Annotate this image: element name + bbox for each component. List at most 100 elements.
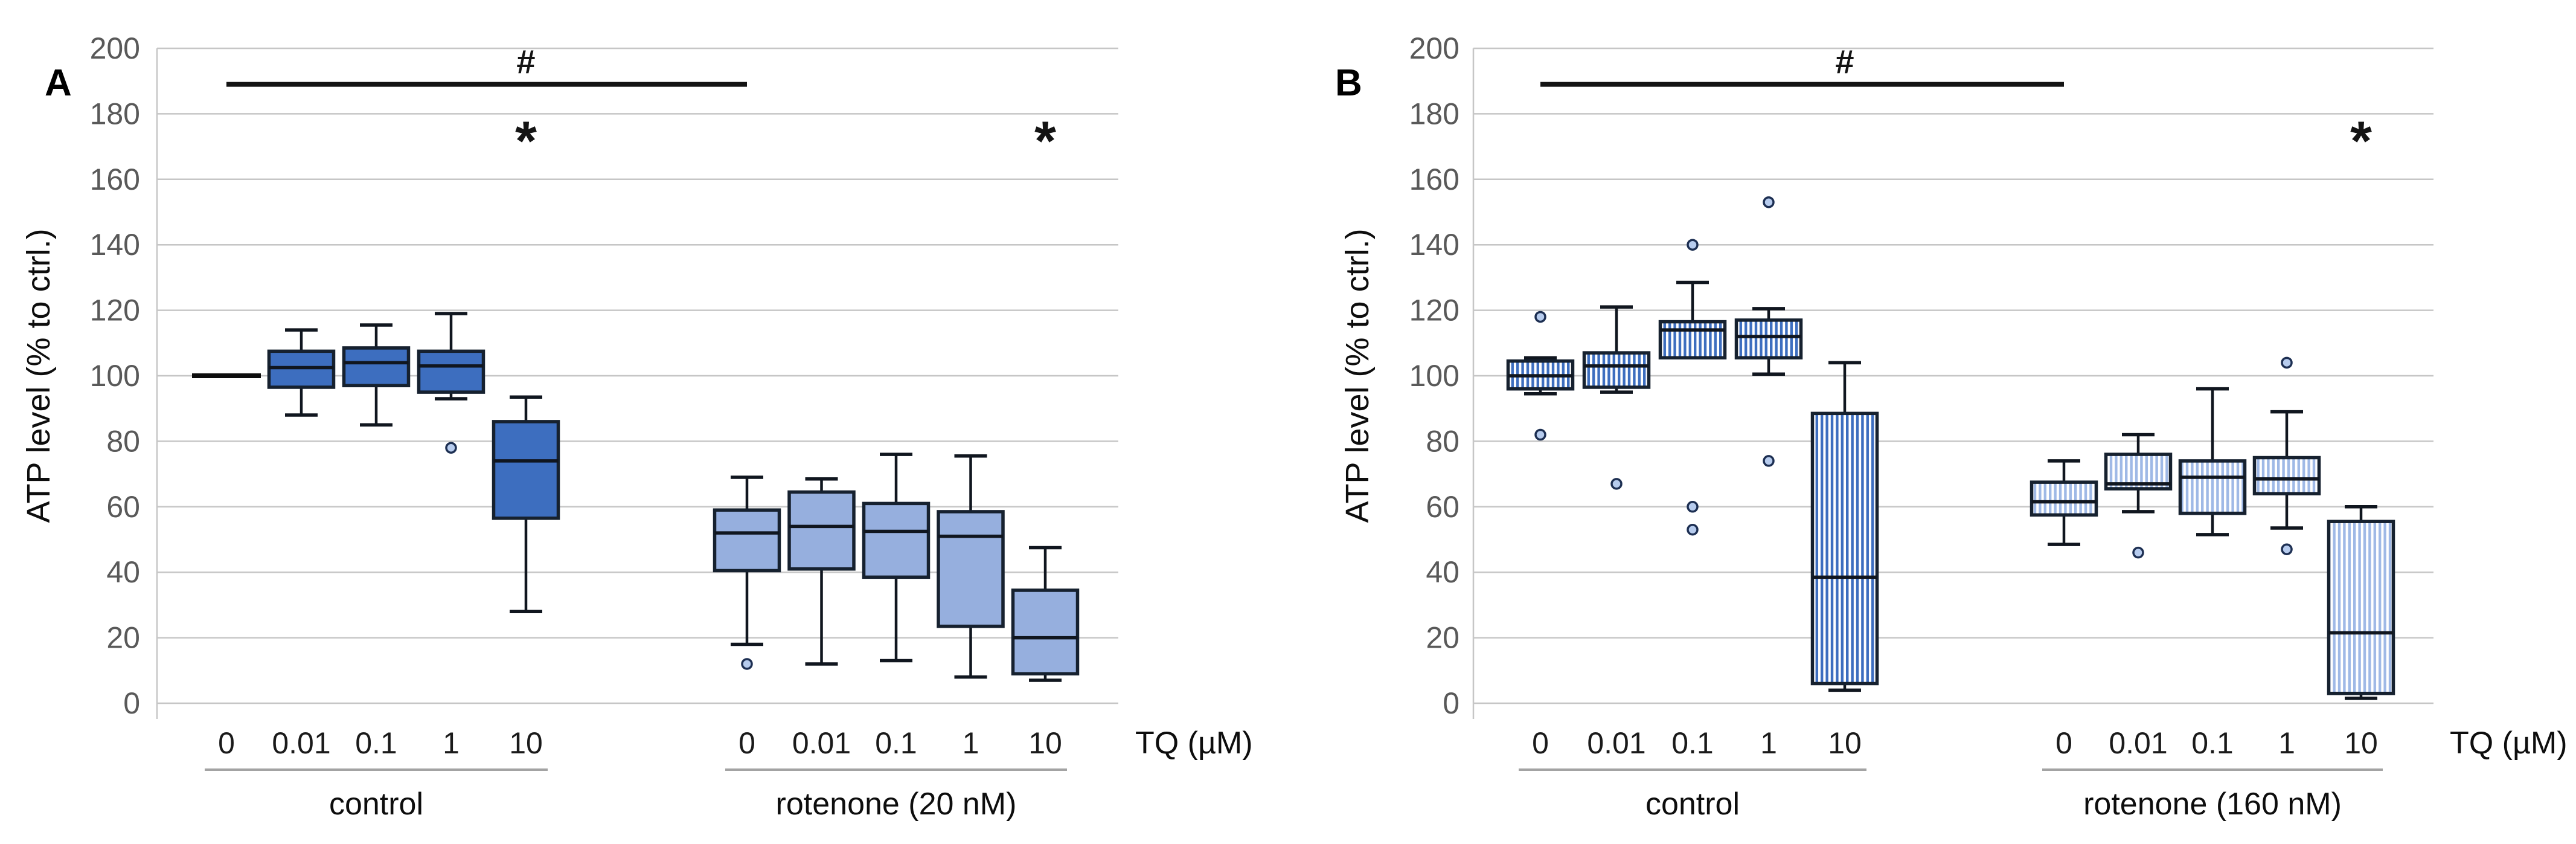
iqr-box — [1658, 320, 1727, 359]
outlier-point — [1610, 478, 1623, 490]
iqr-box — [1582, 351, 1651, 389]
box-B-rotenone (160 nM)-0 — [2030, 459, 2098, 546]
x-tick-label: 10 — [2344, 726, 2378, 760]
x-tick-label: 10 — [1828, 726, 1862, 760]
x-tick-label: 0.01 — [2109, 726, 2167, 760]
y-axis-title: ATP level (% to ctrl.) — [21, 228, 57, 523]
box-A-rotenone (20 nM)-10 — [1011, 546, 1080, 682]
y-tick-label: 0 — [1443, 686, 1459, 720]
box-A-rotenone (20 nM)-0.1 — [862, 453, 931, 663]
y-tick-label: 20 — [106, 621, 140, 655]
outlier-point — [1534, 311, 1546, 323]
x-tick-label: 0 — [739, 726, 755, 760]
iqr-box — [2030, 480, 2098, 517]
x-unit-label: TQ (µM) — [2450, 726, 2568, 761]
outlier-point — [741, 658, 753, 670]
y-tick-label: 80 — [106, 424, 140, 458]
outlier-point — [1687, 523, 1699, 536]
iqr-box — [2252, 456, 2321, 495]
box-B-control-10 — [1810, 361, 1879, 692]
y-tick-label: 140 — [90, 228, 140, 262]
group-label: rotenone (20 nM) — [776, 787, 1017, 822]
box-B-rotenone (160 nM)-0.1 — [2178, 387, 2247, 536]
x-tick-label: 0.1 — [875, 726, 917, 760]
box-A-control-10 — [492, 395, 560, 613]
box-B-control-0.1 — [1658, 239, 1727, 536]
panel-letter: B — [1335, 62, 1362, 104]
y-tick-label: 180 — [90, 97, 140, 130]
iqr-box — [417, 349, 485, 394]
outlier-point — [2132, 546, 2144, 559]
outlier-point — [2281, 543, 2293, 556]
box-B-control-0.01 — [1582, 305, 1651, 490]
x-tick-label: 0.01 — [1587, 726, 1645, 760]
box-B-rotenone (160 nM)-0.01 — [2104, 433, 2173, 559]
y-tick-label: 100 — [90, 359, 140, 393]
outlier-point — [1687, 239, 1699, 251]
x-tick-label: 1 — [1760, 726, 1777, 760]
y-axis-title: ATP level (% to ctrl.) — [1339, 228, 1376, 523]
star-annotation: * — [515, 111, 537, 172]
group-label: control — [1645, 787, 1740, 822]
y-tick-label: 200 — [90, 31, 140, 65]
box-B-rotenone (160 nM)-1 — [2252, 356, 2321, 556]
box-A-rotenone (20 nM)-0.01 — [787, 477, 856, 666]
box-B-control-1 — [1734, 196, 1803, 467]
x-tick-label: 0.1 — [355, 726, 397, 760]
x-tick-label: 0.1 — [2191, 726, 2234, 760]
outlier-point — [2281, 356, 2293, 369]
x-tick-label: 1 — [2278, 726, 2295, 760]
star-annotation: * — [2350, 111, 2372, 172]
hash-annotation: # — [516, 43, 535, 81]
iqr-box — [2178, 459, 2247, 515]
box-A-control-1 — [417, 312, 485, 454]
y-tick-label: 0 — [123, 686, 140, 720]
x-unit-label: TQ (µM) — [1135, 726, 1253, 761]
y-tick-label: 140 — [1409, 228, 1459, 262]
y-tick-label: 200 — [1409, 31, 1459, 65]
x-tick-label: 0.01 — [792, 726, 851, 760]
y-tick-label: 20 — [1426, 621, 1459, 655]
box-A-control-0.1 — [342, 323, 411, 427]
outlier-point — [1763, 455, 1775, 467]
y-tick-label: 60 — [106, 490, 140, 524]
x-tick-label: 0 — [2055, 726, 2072, 760]
iqr-box — [1011, 588, 1080, 675]
y-tick-label: 40 — [106, 555, 140, 589]
y-tick-label: 100 — [1409, 359, 1459, 393]
x-tick-label: 0 — [218, 726, 235, 760]
box-A-control-0.01 — [267, 328, 336, 417]
y-tick-label: 60 — [1426, 490, 1459, 524]
x-tick-label: 0.1 — [1671, 726, 1714, 760]
box-B-control-0 — [1506, 311, 1575, 441]
y-tick-label: 80 — [1426, 424, 1459, 458]
x-tick-label: 0.01 — [272, 726, 330, 760]
y-tick-label: 40 — [1426, 555, 1459, 589]
outlier-point — [1763, 196, 1775, 208]
y-tick-label: 160 — [90, 163, 140, 196]
iqr-box — [937, 510, 1005, 628]
panel-letter: A — [45, 62, 72, 104]
x-tick-label: 0 — [1532, 726, 1549, 760]
iqr-box — [1734, 318, 1803, 359]
iqr-box — [713, 508, 781, 573]
x-tick-label: 1 — [963, 726, 979, 760]
y-tick-label: 180 — [1409, 97, 1459, 130]
y-tick-label: 120 — [1409, 294, 1459, 327]
outlier-point — [1534, 428, 1546, 441]
outlier-point — [1687, 501, 1699, 513]
iqr-box — [862, 501, 931, 579]
box-A-rotenone (20 nM)-0 — [713, 475, 781, 670]
y-tick-label: 120 — [90, 294, 140, 327]
x-tick-label: 10 — [1028, 726, 1062, 760]
group-label: control — [329, 787, 423, 822]
hash-annotation: # — [1835, 43, 1854, 81]
iqr-box — [342, 346, 411, 388]
x-tick-label: 10 — [509, 726, 543, 760]
iqr-box — [492, 420, 560, 520]
iqr-box — [787, 490, 856, 571]
y-tick-label: 160 — [1409, 163, 1459, 196]
outlier-point — [445, 442, 457, 454]
